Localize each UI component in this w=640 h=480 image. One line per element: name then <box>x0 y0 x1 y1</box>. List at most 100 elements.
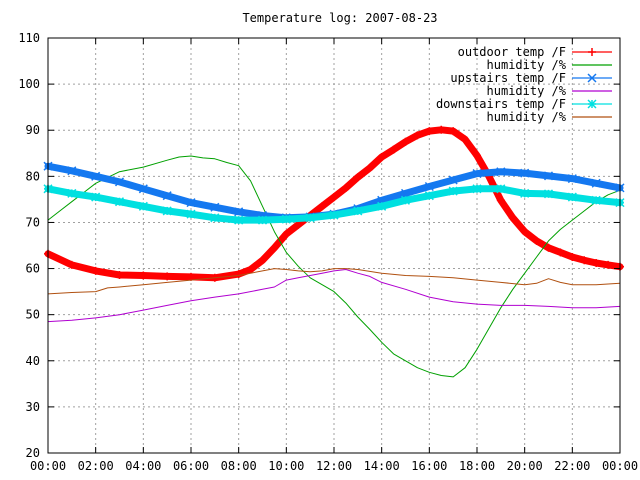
y-tick-label: 20 <box>26 446 40 460</box>
marker-stroke <box>114 177 125 187</box>
marker-stroke <box>234 215 244 225</box>
marker-stroke <box>210 202 220 212</box>
x-tick-label: 18:00 <box>459 459 495 473</box>
x-tick-label: 06:00 <box>173 459 209 473</box>
y-tick-label: 80 <box>26 169 40 183</box>
series-line-5 <box>47 268 621 295</box>
data-point <box>67 260 76 269</box>
data-point <box>114 177 125 187</box>
data-point <box>282 229 291 238</box>
x-tick-label: 16:00 <box>411 459 447 473</box>
y-tick-label: 30 <box>26 400 40 414</box>
data-point <box>353 173 362 182</box>
data-point <box>496 167 506 177</box>
marker-stroke <box>210 213 220 223</box>
data-point <box>270 243 279 252</box>
marker-stroke <box>543 189 554 199</box>
data-point <box>138 201 148 211</box>
y-tick-label: 70 <box>26 215 40 229</box>
marker-stroke <box>448 175 458 185</box>
x-tick-label: 10:00 <box>268 459 304 473</box>
chart-title: Temperature log: 2007-08-23 <box>242 11 437 25</box>
data-point <box>544 243 553 252</box>
data-point <box>591 178 601 188</box>
data-point <box>377 152 386 161</box>
marker-stroke <box>67 166 77 176</box>
data-point <box>567 174 577 184</box>
x-tick-label: 14:00 <box>364 459 400 473</box>
data-point <box>187 272 195 281</box>
data-point <box>520 168 530 178</box>
data-point <box>400 188 411 198</box>
data-point <box>472 169 482 179</box>
data-point <box>377 201 387 211</box>
data-point <box>329 210 339 220</box>
marker-stroke <box>257 215 268 225</box>
data-point <box>163 272 172 281</box>
marker-stroke <box>448 186 458 196</box>
data-point <box>246 265 255 274</box>
legend-label: humidity /% <box>487 110 567 124</box>
marker-stroke <box>114 197 125 207</box>
marker-stroke <box>400 195 411 205</box>
marker-stroke <box>67 188 77 198</box>
data-point <box>257 215 268 225</box>
data-point <box>592 259 601 268</box>
marker-stroke <box>162 191 172 201</box>
marker-stroke <box>587 99 597 109</box>
data-point <box>365 164 374 173</box>
marker-stroke <box>400 188 411 198</box>
legend-label: humidity /% <box>487 58 567 72</box>
marker-stroke <box>520 168 530 178</box>
data-point <box>424 191 434 201</box>
data-point <box>473 151 481 160</box>
data-point <box>543 171 554 181</box>
data-point <box>341 183 350 192</box>
marker-stroke <box>520 188 530 198</box>
marker-stroke <box>496 167 506 177</box>
data-point <box>330 193 338 202</box>
data-point <box>508 213 517 222</box>
marker-stroke <box>234 207 244 217</box>
data-point <box>162 206 172 216</box>
data-point <box>91 266 100 275</box>
marker-stroke <box>377 201 387 211</box>
data-point <box>604 260 613 269</box>
data-point <box>210 213 220 223</box>
data-point <box>67 188 77 198</box>
legend-label: outdoor temp /F <box>458 45 566 59</box>
grid <box>48 38 620 453</box>
y-tick-label: 110 <box>18 31 40 45</box>
marker-stroke <box>353 206 363 216</box>
data-point <box>520 188 530 198</box>
x-tick-label: 00:00 <box>602 459 638 473</box>
marker-stroke <box>186 198 196 208</box>
data-point <box>496 196 505 205</box>
marker-stroke <box>543 171 554 181</box>
data-point <box>186 209 196 219</box>
legend-marker <box>588 48 596 56</box>
data-point <box>543 189 554 199</box>
data-point <box>401 137 410 146</box>
legend-marker <box>587 73 597 83</box>
series-line-1 <box>47 155 621 378</box>
legend-label: downstairs temp /F <box>436 97 566 111</box>
marker-stroke <box>138 201 148 211</box>
data-point <box>139 271 148 280</box>
marker-stroke <box>138 184 148 194</box>
series-layer <box>43 125 625 378</box>
data-point <box>580 256 589 265</box>
marker-stroke <box>567 192 577 202</box>
data-point <box>318 202 327 211</box>
marker-stroke <box>329 210 339 220</box>
data-point <box>91 192 101 202</box>
marker-stroke <box>591 178 601 188</box>
data-point <box>91 171 101 181</box>
data-point <box>258 256 267 265</box>
data-point <box>210 202 220 212</box>
y-tick-label: 100 <box>18 77 40 91</box>
data-point <box>389 145 398 154</box>
data-point <box>294 220 303 229</box>
data-point <box>413 131 422 140</box>
